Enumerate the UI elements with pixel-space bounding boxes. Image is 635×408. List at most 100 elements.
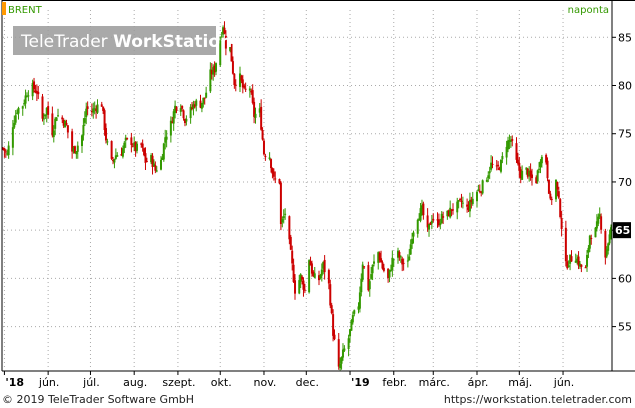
candle <box>519 166 522 184</box>
candle <box>243 83 246 90</box>
candle <box>7 141 10 159</box>
candle <box>560 210 563 237</box>
candle <box>440 211 443 224</box>
candle <box>203 97 206 105</box>
watermark-light: TeleTrader <box>20 32 113 52</box>
candle <box>205 86 208 99</box>
candle <box>150 153 153 165</box>
candle <box>181 105 184 112</box>
candle <box>357 302 360 314</box>
candle <box>258 103 261 118</box>
candle <box>96 99 99 115</box>
candle <box>210 62 213 80</box>
candle <box>460 193 463 208</box>
candle <box>172 108 175 131</box>
candle <box>264 153 267 161</box>
candle <box>130 132 133 153</box>
candle <box>244 82 247 93</box>
candle <box>447 209 450 217</box>
candle <box>248 86 251 98</box>
candle <box>165 130 168 148</box>
candle <box>34 84 37 94</box>
candle <box>554 179 557 202</box>
candle <box>360 273 363 297</box>
candle <box>590 234 593 245</box>
candle <box>477 184 480 192</box>
candle <box>422 201 425 220</box>
candle <box>270 158 273 173</box>
candle <box>529 163 532 181</box>
candle <box>349 328 352 343</box>
candle <box>478 184 481 194</box>
axes <box>1 0 635 372</box>
candle <box>14 110 17 125</box>
watermark: TeleTrader WorkStation <box>13 26 232 55</box>
candle <box>498 166 501 171</box>
candle <box>284 208 287 220</box>
candle <box>526 167 529 179</box>
candle <box>222 25 225 41</box>
candle <box>341 343 344 361</box>
symbol-label[interactable]: BRENT <box>8 5 43 16</box>
source-url[interactable]: https://workstation.teletrader.com <box>443 393 632 406</box>
candle <box>299 273 302 289</box>
candle <box>353 309 356 317</box>
candle <box>268 152 271 161</box>
candle <box>409 239 412 256</box>
chart-area[interactable]: 55 60 65 70 75 80 85 '18 jún. júl. aug. szept. okt.… <box>0 0 635 392</box>
candle <box>367 261 370 292</box>
candle <box>507 136 510 153</box>
y-tick-label: 85 <box>618 31 632 44</box>
candle <box>47 101 50 119</box>
candle <box>182 109 185 121</box>
candle <box>333 329 336 341</box>
candle <box>323 255 326 280</box>
candle <box>37 86 40 100</box>
candle <box>446 210 449 220</box>
candle <box>72 145 75 154</box>
candle <box>309 256 312 266</box>
y-tick-label: 80 <box>618 80 632 93</box>
x-tick-label: okt. <box>211 376 232 389</box>
candle <box>559 197 562 219</box>
candle <box>319 273 322 280</box>
candle <box>401 256 404 272</box>
candle <box>202 97 205 108</box>
candle <box>516 152 519 166</box>
candle <box>389 264 392 272</box>
candle <box>497 161 500 171</box>
candle <box>250 88 253 95</box>
candle <box>80 134 83 153</box>
candle <box>62 118 65 128</box>
candle <box>175 106 178 114</box>
candle <box>195 98 198 112</box>
candle <box>71 128 74 159</box>
interval-label[interactable]: naponta <box>568 5 609 16</box>
candle <box>124 134 127 148</box>
candle <box>377 251 380 270</box>
candle <box>241 74 244 94</box>
candle <box>27 90 30 102</box>
candle <box>350 319 353 331</box>
candle <box>391 250 394 277</box>
copyright-text: © 2019 TeleTrader Software GmbH <box>2 393 195 406</box>
candle <box>569 254 572 271</box>
candle <box>145 157 148 163</box>
candle <box>466 198 469 213</box>
candle <box>521 165 524 180</box>
chart-svg: 55 60 65 70 75 80 85 '18 jún. júl. aug. szept. okt.… <box>0 0 635 392</box>
candle <box>65 119 68 126</box>
candle <box>432 213 435 223</box>
candle <box>566 254 569 270</box>
candle <box>6 149 9 156</box>
candle <box>597 213 600 227</box>
candle <box>100 101 103 107</box>
candle <box>595 214 598 232</box>
chart-background <box>0 0 635 392</box>
candle <box>480 190 483 197</box>
candle <box>604 228 607 265</box>
candle <box>134 141 137 157</box>
candle <box>75 150 78 159</box>
candle <box>51 106 54 138</box>
candle <box>487 171 490 183</box>
